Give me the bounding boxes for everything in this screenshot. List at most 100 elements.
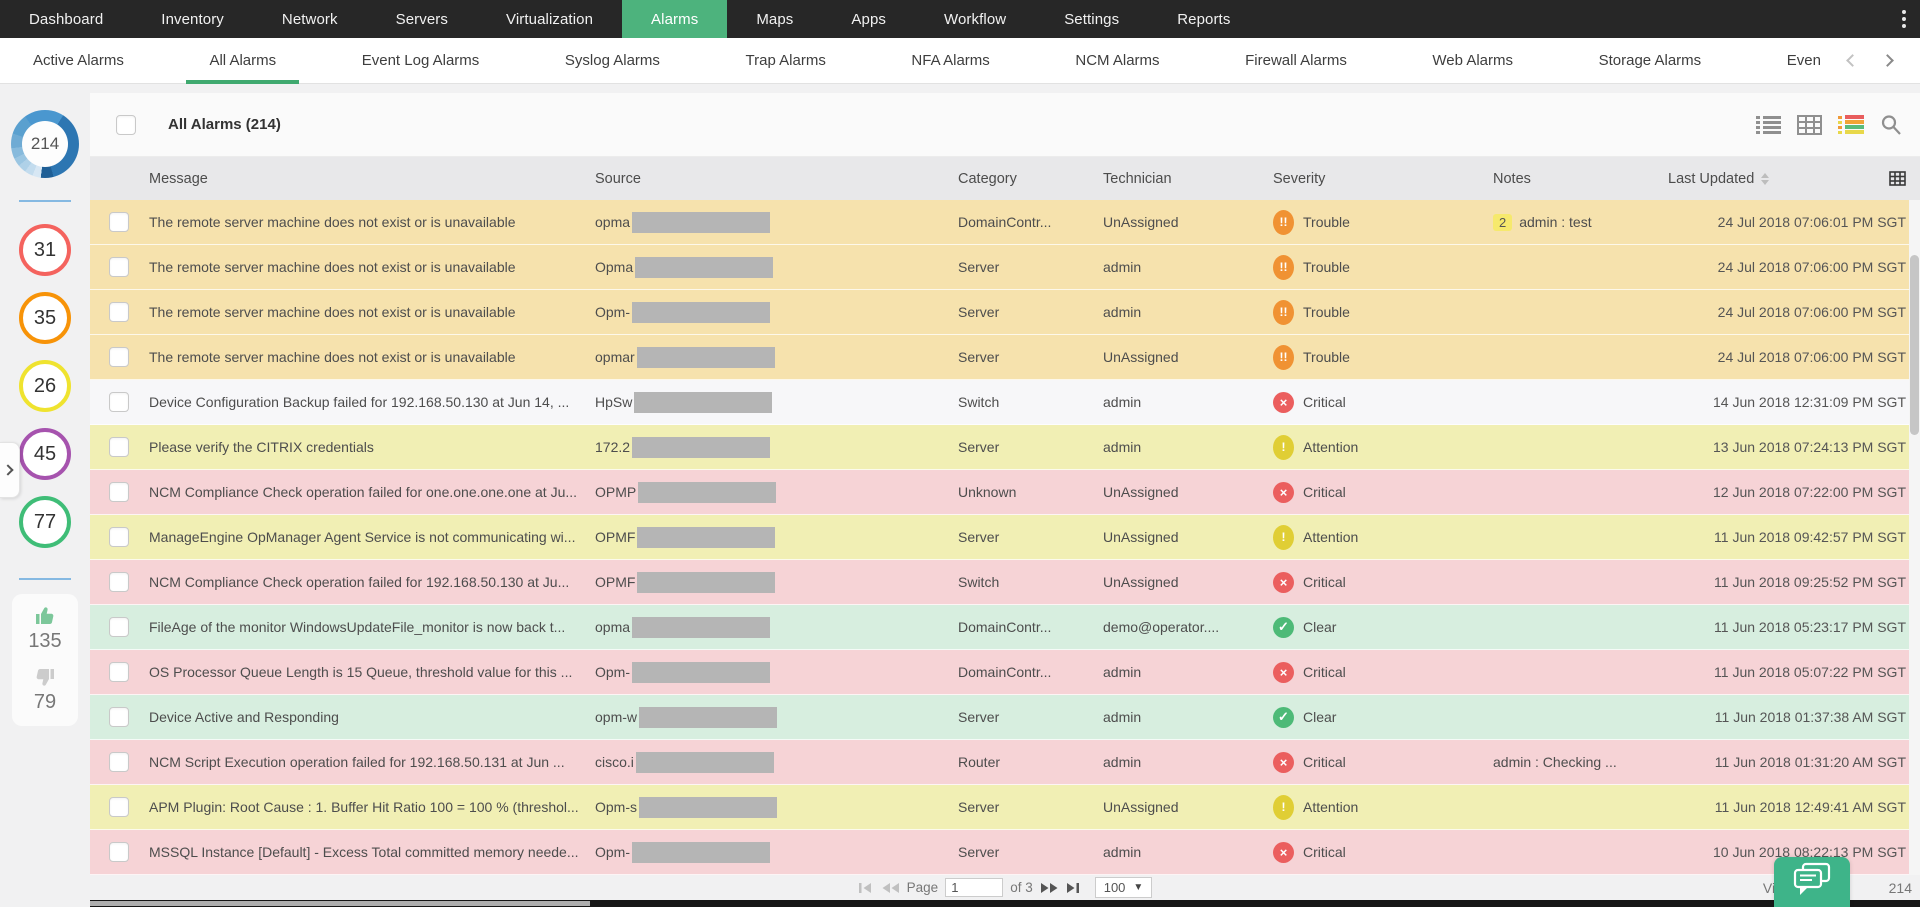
sort-icon[interactable]: [1761, 172, 1770, 185]
alarm-source[interactable]: HpSw: [580, 391, 948, 413]
horizontal-scrollbar-thumb[interactable]: [90, 901, 590, 906]
alarm-message[interactable]: The remote server machine does not exist…: [149, 259, 516, 275]
alarm-message[interactable]: The remote server machine does not exist…: [149, 304, 516, 320]
severity-count-circle-4[interactable]: 77: [19, 496, 71, 548]
vertical-scrollbar-thumb[interactable]: [1910, 255, 1919, 435]
alarm-source[interactable]: OPMF: [580, 526, 948, 548]
table-row[interactable]: NCM Compliance Check operation failed fo…: [90, 470, 1920, 515]
alarm-source[interactable]: Opm-: [580, 661, 948, 683]
alarm-source[interactable]: 172.2: [580, 436, 948, 458]
vertical-scrollbar[interactable]: [1909, 200, 1920, 875]
alarm-message[interactable]: The remote server machine does not exist…: [149, 214, 516, 230]
tab-even[interactable]: Even: [1786, 52, 1821, 69]
alarm-source[interactable]: opma: [580, 616, 948, 638]
alarm-message[interactable]: Please verify the CITRIX credentials: [149, 439, 374, 455]
tab-active-alarms[interactable]: Active Alarms: [33, 52, 124, 69]
column-header-technician[interactable]: Technician: [1103, 170, 1172, 187]
table-row[interactable]: The remote server machine does not exist…: [90, 200, 1920, 245]
search-icon[interactable]: [1880, 114, 1902, 136]
table-row[interactable]: The remote server machine does not exist…: [90, 335, 1920, 380]
alarm-message[interactable]: ManageEngine OpManager Agent Service is …: [149, 529, 576, 545]
table-row[interactable]: OS Processor Queue Length is 15 Queue, t…: [90, 650, 1920, 695]
nav-item-servers[interactable]: Servers: [395, 10, 449, 28]
row-checkbox[interactable]: [109, 437, 129, 457]
table-row[interactable]: ManageEngine OpManager Agent Service is …: [90, 515, 1920, 560]
first-page-button[interactable]: [858, 882, 874, 894]
list-view-icon[interactable]: [1756, 115, 1781, 135]
sidebar-expand-handle[interactable]: [0, 442, 20, 498]
table-row[interactable]: NCM Compliance Check operation failed fo…: [90, 560, 1920, 605]
alarm-message[interactable]: NCM Compliance Check operation failed fo…: [149, 574, 570, 590]
alarm-source[interactable]: Opma: [580, 256, 948, 278]
alarm-source[interactable]: opmar: [580, 346, 948, 368]
nav-item-virtualization[interactable]: Virtualization: [506, 10, 594, 28]
column-header-category[interactable]: Category: [958, 170, 1017, 187]
table-row[interactable]: Device Active and Responding opm-w Server a…: [90, 695, 1920, 740]
row-checkbox[interactable]: [109, 797, 129, 817]
row-checkbox[interactable]: [109, 302, 129, 322]
tab-ncm-alarms[interactable]: NCM Alarms: [1075, 52, 1160, 69]
row-checkbox[interactable]: [109, 572, 129, 592]
alarm-message[interactable]: NCM Script Execution operation failed fo…: [149, 754, 565, 770]
prev-page-button[interactable]: [881, 882, 900, 894]
grid-view-icon[interactable]: [1797, 114, 1822, 135]
page-size-select[interactable]: 100 ▼: [1094, 877, 1153, 898]
tab-firewall-alarms[interactable]: Firewall Alarms: [1245, 52, 1347, 69]
severity-list-view-icon[interactable]: [1838, 114, 1864, 135]
nav-item-maps[interactable]: Maps: [756, 10, 794, 28]
row-checkbox[interactable]: [109, 842, 129, 862]
alarm-message[interactable]: The remote server machine does not exist…: [149, 349, 516, 365]
severity-count-circle-0[interactable]: 31: [19, 224, 71, 276]
column-header-source[interactable]: Source: [595, 170, 641, 187]
tab-event-log-alarms[interactable]: Event Log Alarms: [361, 52, 480, 69]
alarm-source[interactable]: OPMF: [580, 571, 948, 593]
tabs-scroll-right-icon[interactable]: [1881, 54, 1894, 67]
row-checkbox[interactable]: [109, 392, 129, 412]
thumbs-up-icon[interactable]: [32, 604, 58, 628]
nav-item-alarms[interactable]: Alarms: [622, 0, 728, 38]
notes-count-badge[interactable]: 2: [1493, 213, 1513, 231]
table-row[interactable]: MSSQL Instance [Default] - Excess Total …: [90, 830, 1920, 875]
row-checkbox[interactable]: [109, 707, 129, 727]
table-row[interactable]: NCM Script Execution operation failed fo…: [90, 740, 1920, 785]
horizontal-scrollbar[interactable]: [90, 900, 1920, 907]
nav-item-inventory[interactable]: Inventory: [161, 10, 224, 28]
alarm-source[interactable]: Opm-s: [580, 796, 948, 818]
row-checkbox[interactable]: [109, 482, 129, 502]
overflow-menu-icon[interactable]: [1888, 0, 1920, 38]
nav-item-dashboard[interactable]: Dashboard: [29, 10, 104, 28]
column-header-last-updated[interactable]: Last Updated: [1668, 170, 1755, 187]
next-page-button[interactable]: [1040, 882, 1059, 894]
alarm-source[interactable]: opma: [580, 211, 948, 233]
table-row[interactable]: APM Plugin: Root Cause : 1. Buffer Hit R…: [90, 785, 1920, 830]
tab-storage-alarms[interactable]: Storage Alarms: [1598, 52, 1702, 69]
alarm-source[interactable]: OPMP: [580, 481, 948, 503]
severity-count-circle-2[interactable]: 26: [19, 360, 71, 412]
alarm-source[interactable]: Opm-: [580, 841, 948, 863]
row-checkbox[interactable]: [109, 617, 129, 637]
page-input[interactable]: [945, 878, 1004, 897]
tab-nfa-alarms[interactable]: NFA Alarms: [911, 52, 990, 69]
row-checkbox[interactable]: [109, 257, 129, 277]
severity-count-circle-3[interactable]: 45: [19, 428, 71, 480]
column-header-notes[interactable]: Notes: [1493, 170, 1531, 187]
alarm-message[interactable]: Device Active and Responding: [149, 709, 339, 725]
alarm-message[interactable]: OS Processor Queue Length is 15 Queue, t…: [149, 664, 573, 680]
row-checkbox[interactable]: [109, 752, 129, 772]
tabs-scroll-left-icon[interactable]: [1846, 54, 1859, 67]
alarm-message[interactable]: APM Plugin: Root Cause : 1. Buffer Hit R…: [149, 799, 579, 815]
severity-count-circle-1[interactable]: 35: [19, 292, 71, 344]
last-page-button[interactable]: [1066, 882, 1082, 894]
alarm-source[interactable]: cisco.i: [580, 751, 948, 773]
nav-item-apps[interactable]: Apps: [851, 10, 886, 28]
alarm-message[interactable]: NCM Compliance Check operation failed fo…: [149, 484, 578, 500]
alarm-message[interactable]: Device Configuration Backup failed for 1…: [149, 394, 570, 410]
row-checkbox[interactable]: [109, 527, 129, 547]
alarm-source[interactable]: opm-w: [580, 706, 948, 728]
column-header-severity[interactable]: Severity: [1273, 170, 1326, 187]
thumbs-down-icon[interactable]: [32, 665, 58, 689]
nav-item-reports[interactable]: Reports: [1177, 10, 1231, 28]
total-alarms-donut[interactable]: 214: [11, 110, 79, 178]
table-row[interactable]: Please verify the CITRIX credentials 172.…: [90, 425, 1920, 470]
live-chat-button[interactable]: [1774, 857, 1850, 907]
